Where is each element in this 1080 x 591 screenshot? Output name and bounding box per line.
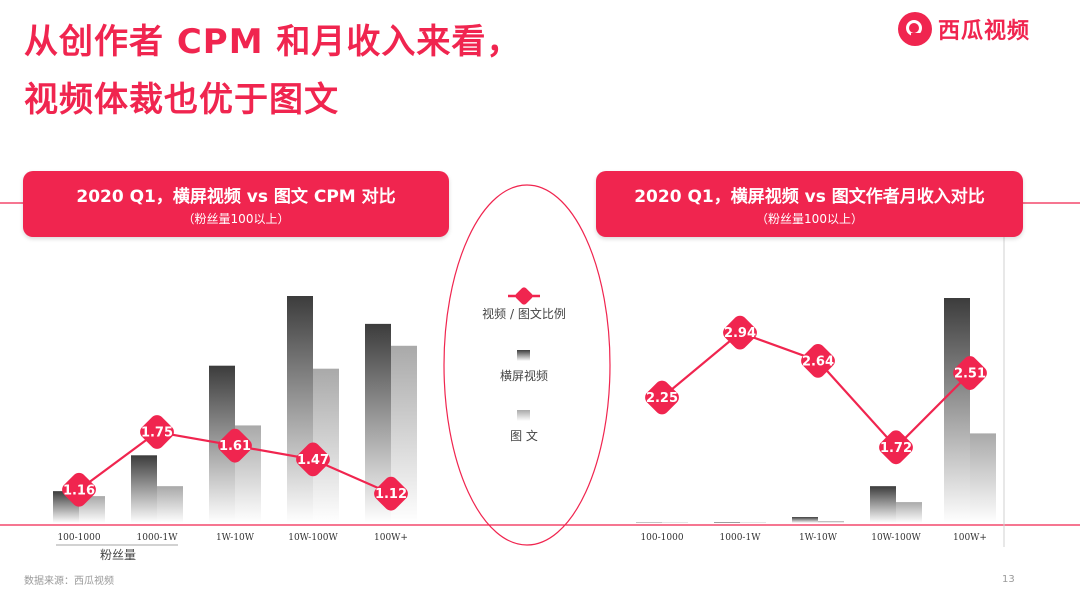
income-ratio-marker-2: [801, 343, 835, 378]
income-chart: 100-1000 1000-1W 1W-10W 10W-100W 100W+ 2.25 2.…: [636, 298, 996, 543]
slide-title-line1: 从创作者 CPM 和月收入来看，: [24, 22, 522, 62]
cpm-ratio-label-3: 1.47: [297, 453, 329, 468]
legend-video-label: 横屏视频: [500, 368, 548, 383]
data-source-note: 数据来源：西瓜视频: [24, 576, 114, 587]
income-tick-label-2: 1W-10W: [799, 533, 838, 543]
cpm-ratio-label-4: 1.12: [375, 487, 407, 502]
cpm-ratio-label-0: 1.16: [63, 483, 95, 498]
income-bar-video-4: [944, 298, 970, 523]
income-bar-text-0: [662, 522, 688, 523]
cpm-xaxis-label: 粉丝量: [100, 548, 136, 562]
income-ratio-marker-0: [645, 380, 679, 415]
cpm-chart: 100-1000 1000-1W 1W-10W 10W-100W 100W+ 1.16 1.…: [53, 296, 417, 543]
cpm-ratio-label-2: 1.61: [219, 439, 251, 454]
cpm-chart-subtitle: （粉丝量100以上）: [182, 212, 290, 226]
cpm-ratio-marker-4: [374, 476, 408, 511]
cpm-chart-header: 2020 Q1，横屏视频 vs 图文 CPM 对比 （粉丝量100以上）: [23, 171, 449, 237]
cpm-bar-video-3: [287, 296, 313, 523]
income-chart-title: 2020 Q1，横屏视频 vs 图文作者月收入对比: [634, 187, 985, 207]
cpm-tick-label-1: 1000-1W: [137, 533, 179, 543]
cpm-tick-label-3: 10W-100W: [288, 533, 338, 543]
income-bar-video-3: [870, 486, 896, 523]
cpm-ratio-label-1: 1.75: [141, 425, 173, 440]
income-ratio-label-4: 2.51: [954, 367, 986, 382]
cpm-tick-label-0: 100-1000: [57, 533, 100, 543]
income-ratio-label-3: 1.72: [880, 441, 912, 456]
logo-text: 西瓜视频: [938, 19, 1031, 44]
income-bar-text-4: [970, 433, 996, 523]
income-ratio-label-2: 2.64: [802, 354, 834, 369]
xigua-logo-icon: [898, 12, 932, 46]
income-ratio-label-0: 2.25: [646, 391, 678, 406]
page-number: 13: [1002, 574, 1015, 585]
legend-ratio-marker: [515, 287, 533, 305]
cpm-ratio-marker-3: [296, 442, 330, 477]
income-bar-video-2: [792, 517, 818, 523]
cpm-bar-video-1: [131, 455, 157, 523]
legend-ellipse: [443, 184, 611, 546]
income-ratio-marker-4: [953, 356, 987, 390]
cpm-ratio-marker-2: [218, 428, 252, 463]
income-bar-text-2: [818, 521, 844, 523]
legend-text-label: 图 文: [510, 428, 538, 443]
legend-ratio-label: 视频 / 图文比例: [482, 306, 566, 321]
xigua-logo: 西瓜视频: [898, 12, 1030, 46]
income-ratio-label-1: 2.94: [724, 326, 756, 341]
income-chart-header: 2020 Q1，横屏视频 vs 图文作者月收入对比 （粉丝量100以上）: [596, 171, 1023, 237]
legend: 视频 / 图文比例 横屏视频 图 文: [482, 287, 566, 443]
legend-video-swatch: [517, 350, 530, 361]
cpm-ratio-marker-1: [140, 415, 174, 449]
income-tick-label-4: 100W+: [953, 533, 987, 543]
income-bar-video-1: [714, 522, 740, 523]
income-tick-label-3: 10W-100W: [871, 533, 921, 543]
cpm-ratio-marker-0: [62, 472, 96, 507]
cpm-bar-text-1: [157, 486, 183, 523]
income-bar-video-0: [636, 522, 662, 523]
income-chart-subtitle: （粉丝量100以上）: [756, 212, 863, 226]
income-ratio-marker-1: [723, 315, 757, 350]
cpm-tick-label-2: 1W-10W: [216, 533, 255, 543]
income-bar-text-3: [896, 502, 922, 523]
legend-text-swatch: [517, 410, 530, 421]
cpm-tick-label-4: 100W+: [374, 533, 408, 543]
income-ratio-marker-3: [879, 430, 913, 465]
income-bar-text-1: [740, 522, 766, 523]
slide-title-line2: 视频体裁也优于图文: [24, 80, 339, 120]
income-tick-label-1: 1000-1W: [720, 533, 762, 543]
income-tick-label-0: 100-1000: [640, 533, 683, 543]
cpm-chart-title: 2020 Q1，横屏视频 vs 图文 CPM 对比: [76, 187, 396, 207]
